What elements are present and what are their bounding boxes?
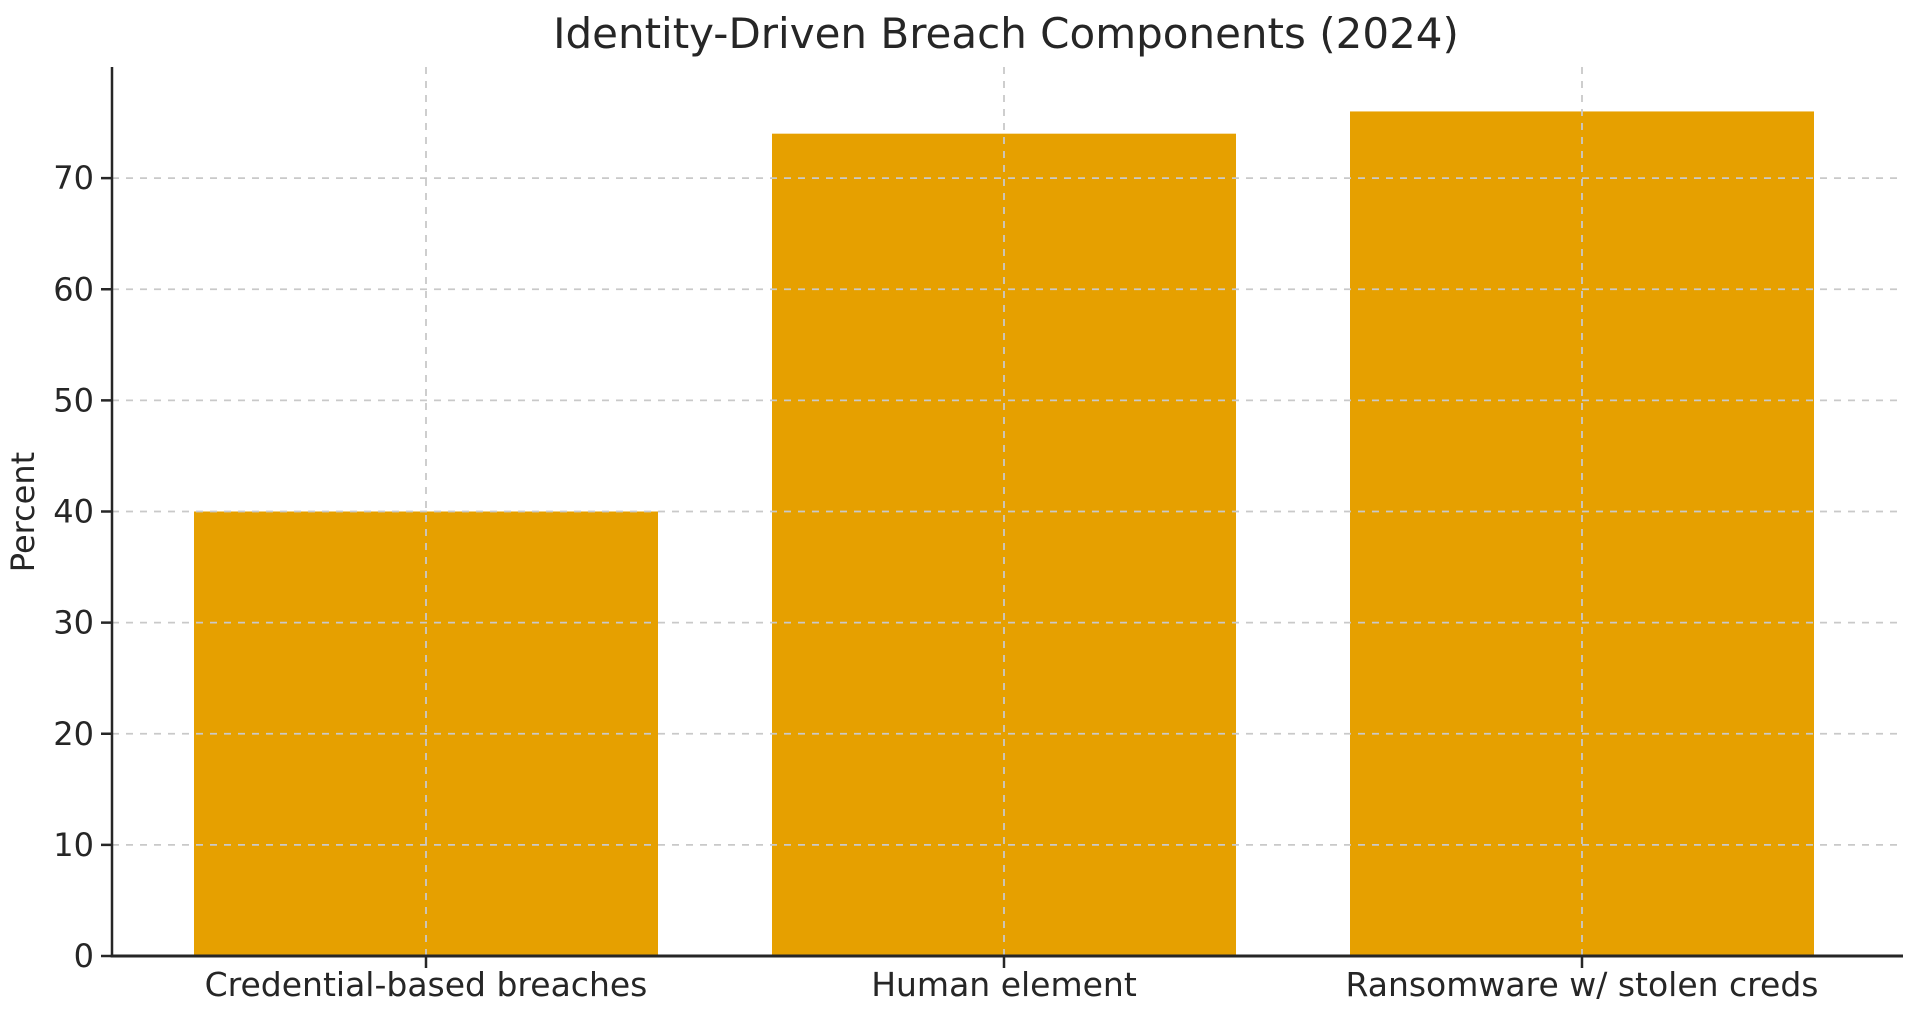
y-tick-label: 30 — [53, 604, 94, 642]
x-tick-label: Credential-based breaches — [205, 965, 648, 1004]
y-tick-label: 40 — [53, 493, 94, 531]
y-axis-label: Percent — [4, 452, 42, 572]
y-tick-label: 50 — [53, 381, 94, 419]
y-tick-label: 10 — [53, 826, 94, 864]
y-tick-label: 70 — [53, 159, 94, 197]
gridlines-group — [112, 67, 1900, 956]
x-tick-label: Ransomware w/ stolen creds — [1346, 965, 1819, 1004]
axes-group — [101, 67, 1903, 968]
tick-labels-group: 0 10 20 30 40 50 60 70 Credential-based breaches… — [53, 159, 1818, 1004]
y-tick-label: 20 — [53, 715, 94, 753]
y-tick-label: 60 — [53, 270, 94, 308]
x-tick-label: Human element — [871, 965, 1137, 1004]
y-tick-label: 0 — [74, 937, 94, 975]
chart-title: Identity-Driven Breach Components (2024) — [553, 9, 1459, 58]
